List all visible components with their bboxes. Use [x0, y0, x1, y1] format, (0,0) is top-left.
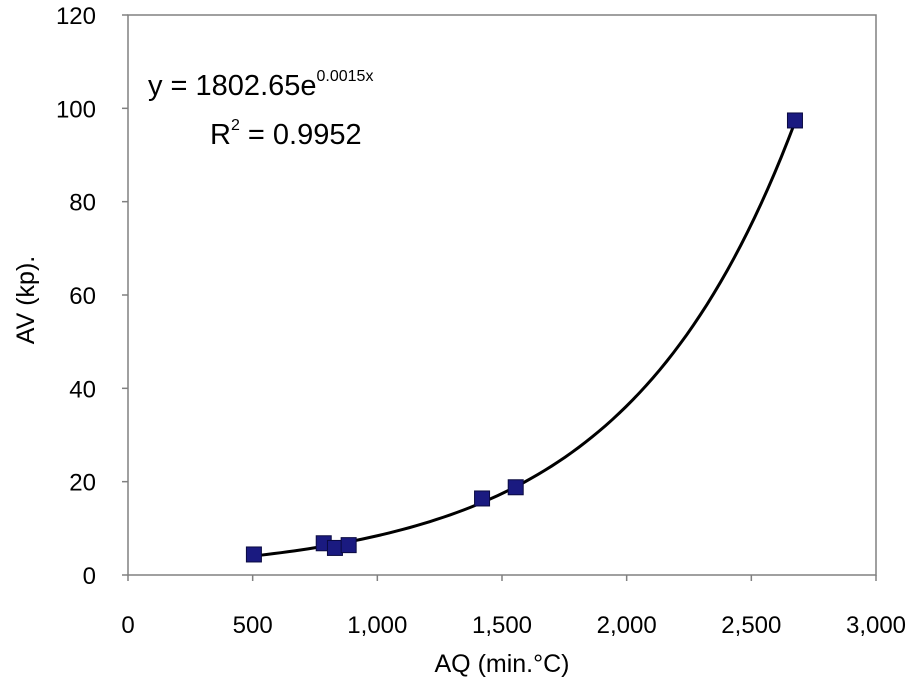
equation-exponent: 0.0015x — [317, 68, 374, 85]
tick-labels: 0 500 1,000 1,500 2,000 2,500 3,000 0 20 40 60 80 10… — [56, 3, 906, 639]
axis-ticks — [122, 14, 877, 581]
r-squared-symbol: R — [210, 119, 231, 151]
y-tick-label: 40 — [69, 376, 96, 403]
y-tick-label: 100 — [56, 96, 96, 123]
y-tick-label: 80 — [69, 190, 96, 217]
x-axis-title: AQ (min.°C) — [435, 650, 570, 678]
data-point — [474, 490, 491, 507]
x-tick-label: 2,000 — [597, 612, 657, 639]
data-point — [786, 112, 803, 129]
data-point — [326, 539, 343, 556]
data-point — [507, 479, 524, 496]
x-tick-label: 1,500 — [472, 612, 532, 639]
x-tick-label: 1,000 — [347, 612, 407, 639]
r-squared-label: R2 = 0.9952 — [210, 117, 362, 151]
y-axis-title: AV (kp). — [12, 256, 40, 344]
trendline-curve — [253, 121, 797, 558]
x-tick-label: 0 — [121, 612, 134, 639]
r-squared-superscript: 2 — [231, 117, 240, 134]
x-tick-label: 3,000 — [846, 612, 906, 639]
y-tick-label: 60 — [69, 283, 96, 310]
data-markers — [245, 112, 803, 563]
y-tick-label: 20 — [69, 470, 96, 497]
y-tick-label: 120 — [56, 3, 96, 30]
r-squared-value: = 0.9952 — [240, 119, 362, 151]
y-tick-label: 0 — [83, 563, 96, 590]
data-point — [245, 546, 262, 563]
equation-label: y = 1802.65e0.0015x — [148, 68, 373, 102]
x-tick-label: 500 — [233, 612, 273, 639]
data-point — [340, 537, 357, 554]
x-tick-label: 2,500 — [721, 612, 781, 639]
equation-base: y = 1802.65e — [148, 70, 317, 102]
